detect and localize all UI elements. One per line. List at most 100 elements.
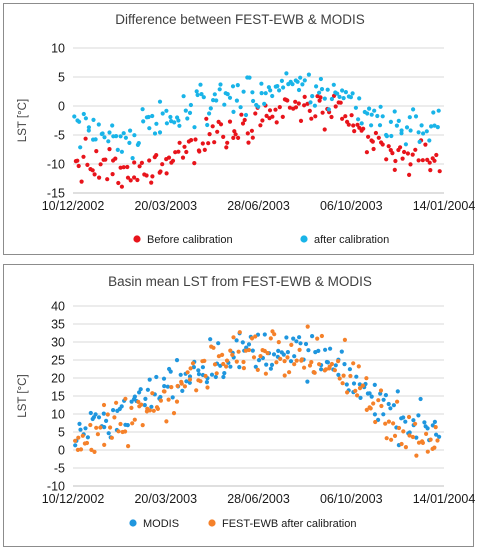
x-tick-label: 10/12/2002 (42, 492, 105, 506)
data-point (132, 417, 137, 422)
data-point (265, 351, 270, 356)
data-point (331, 93, 337, 98)
data-point (434, 432, 439, 437)
data-point (328, 346, 333, 351)
data-point (235, 83, 240, 88)
data-point (221, 374, 226, 380)
chart-svg-basin-mean-lst: Basin mean LST from FEST-EWB & MODIS -10 -… (17, 274, 475, 530)
data-point (341, 96, 346, 101)
legend-label: Before calibration (147, 234, 233, 246)
data-point (403, 445, 408, 450)
data-point (92, 449, 97, 454)
x-tick-label: 14/01/2004 (413, 199, 476, 213)
data-point (298, 341, 303, 346)
data-point (414, 453, 419, 458)
chart-panel-basin-mean-lst: Basin mean LST from FEST-EWB & MODIS -10 -… (3, 264, 475, 547)
data-point (154, 153, 159, 158)
data-point (341, 373, 346, 378)
data-point (395, 389, 400, 394)
data-point (350, 91, 355, 96)
data-point (437, 169, 442, 174)
data-point (367, 106, 372, 111)
data-point (216, 354, 221, 359)
data-point (92, 172, 97, 177)
data-point (109, 435, 114, 440)
data-point (376, 398, 381, 403)
data-point (323, 367, 328, 372)
data-point (144, 173, 149, 178)
data-point (253, 334, 258, 339)
data-point (170, 158, 176, 163)
data-point (381, 397, 386, 402)
data-point (298, 75, 303, 80)
data-point (401, 429, 406, 434)
data-point (289, 342, 294, 347)
data-point (298, 118, 304, 123)
data-point (197, 149, 202, 154)
data-point (121, 131, 126, 136)
data-point (234, 359, 239, 364)
data-point (299, 357, 304, 362)
data-point (380, 114, 385, 119)
data-point (175, 383, 180, 389)
data-point (168, 369, 173, 374)
data-point (212, 92, 217, 97)
data-point (166, 155, 172, 160)
data-point (258, 123, 263, 128)
data-point (107, 130, 112, 135)
data-point (369, 112, 374, 117)
data-point (76, 435, 81, 440)
data-point (194, 388, 199, 393)
data-point (231, 135, 236, 140)
chart-panel-lst-difference: Difference between FEST-EWB & MODIS -15 -1… (3, 3, 476, 255)
data-point (230, 352, 235, 357)
data-point (277, 105, 282, 110)
data-point (336, 372, 341, 377)
data-point (293, 99, 298, 104)
data-point (130, 156, 135, 161)
data-point (383, 421, 388, 426)
data-point (425, 449, 430, 454)
data-point (80, 433, 85, 438)
data-point (287, 105, 292, 110)
data-point (373, 130, 378, 136)
data-point (241, 89, 246, 94)
data-point (240, 340, 245, 345)
data-point (101, 402, 107, 408)
data-point (125, 423, 130, 428)
data-point (250, 90, 255, 95)
data-point (110, 172, 115, 177)
data-point (432, 158, 437, 163)
data-point (432, 123, 437, 128)
data-point (357, 96, 362, 101)
data-point (187, 110, 193, 115)
data-point (78, 145, 83, 150)
data-point (192, 161, 197, 166)
data-point (116, 429, 121, 434)
data-point (234, 338, 239, 343)
data-point (395, 399, 400, 404)
data-point (319, 333, 324, 339)
data-point (149, 180, 154, 185)
data-point (294, 339, 299, 344)
data-point (239, 112, 244, 117)
data-point (225, 140, 230, 145)
data-point (200, 141, 205, 146)
data-point (263, 91, 268, 96)
data-point (73, 443, 78, 448)
data-point (201, 95, 206, 100)
y-tick-label: 15 (51, 390, 65, 404)
data-point (119, 184, 124, 189)
data-point (351, 123, 356, 128)
data-point (428, 437, 433, 442)
data-point (403, 142, 408, 147)
data-point (375, 113, 380, 119)
data-point (314, 84, 319, 89)
data-point (103, 157, 108, 162)
data-point (245, 131, 250, 136)
data-point (402, 149, 407, 155)
data-point (160, 162, 165, 167)
data-point (140, 107, 145, 112)
data-point (435, 125, 440, 130)
data-point (83, 116, 88, 121)
